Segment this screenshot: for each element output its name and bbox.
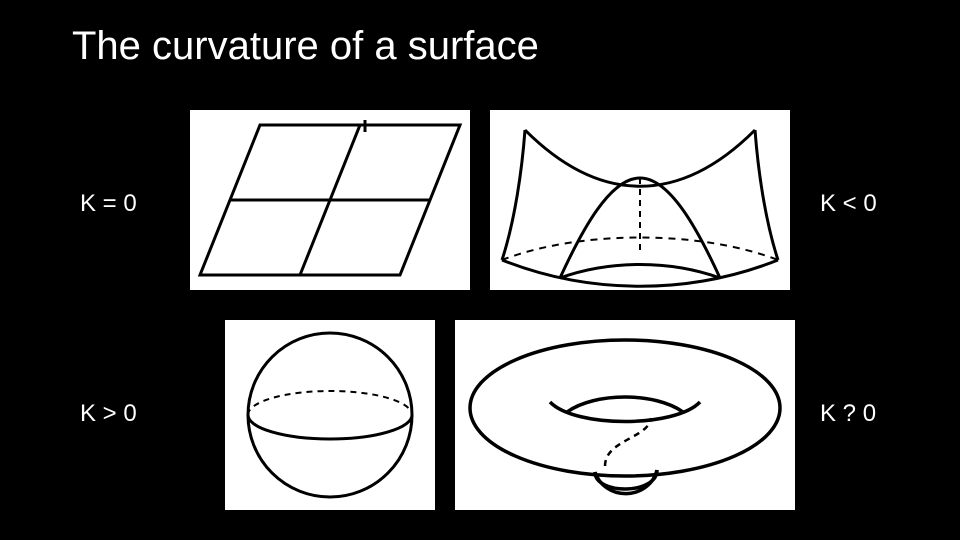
label-flat: K = 0 xyxy=(80,190,137,218)
flat-plane-diagram xyxy=(190,110,470,290)
panel-torus xyxy=(455,320,795,510)
label-sphere: K > 0 xyxy=(80,400,137,428)
label-torus: K ? 0 xyxy=(820,400,876,428)
slide: The curvature of a surface K = 0 K < 0 K… xyxy=(0,0,960,540)
saddle-surface-diagram xyxy=(490,110,790,290)
torus-diagram xyxy=(455,320,795,510)
panel-sphere xyxy=(225,320,435,510)
panel-flat xyxy=(190,110,470,290)
sphere-diagram xyxy=(225,320,435,510)
label-saddle: K < 0 xyxy=(820,190,877,218)
page-title: The curvature of a surface xyxy=(72,24,539,69)
panel-saddle xyxy=(490,110,790,290)
